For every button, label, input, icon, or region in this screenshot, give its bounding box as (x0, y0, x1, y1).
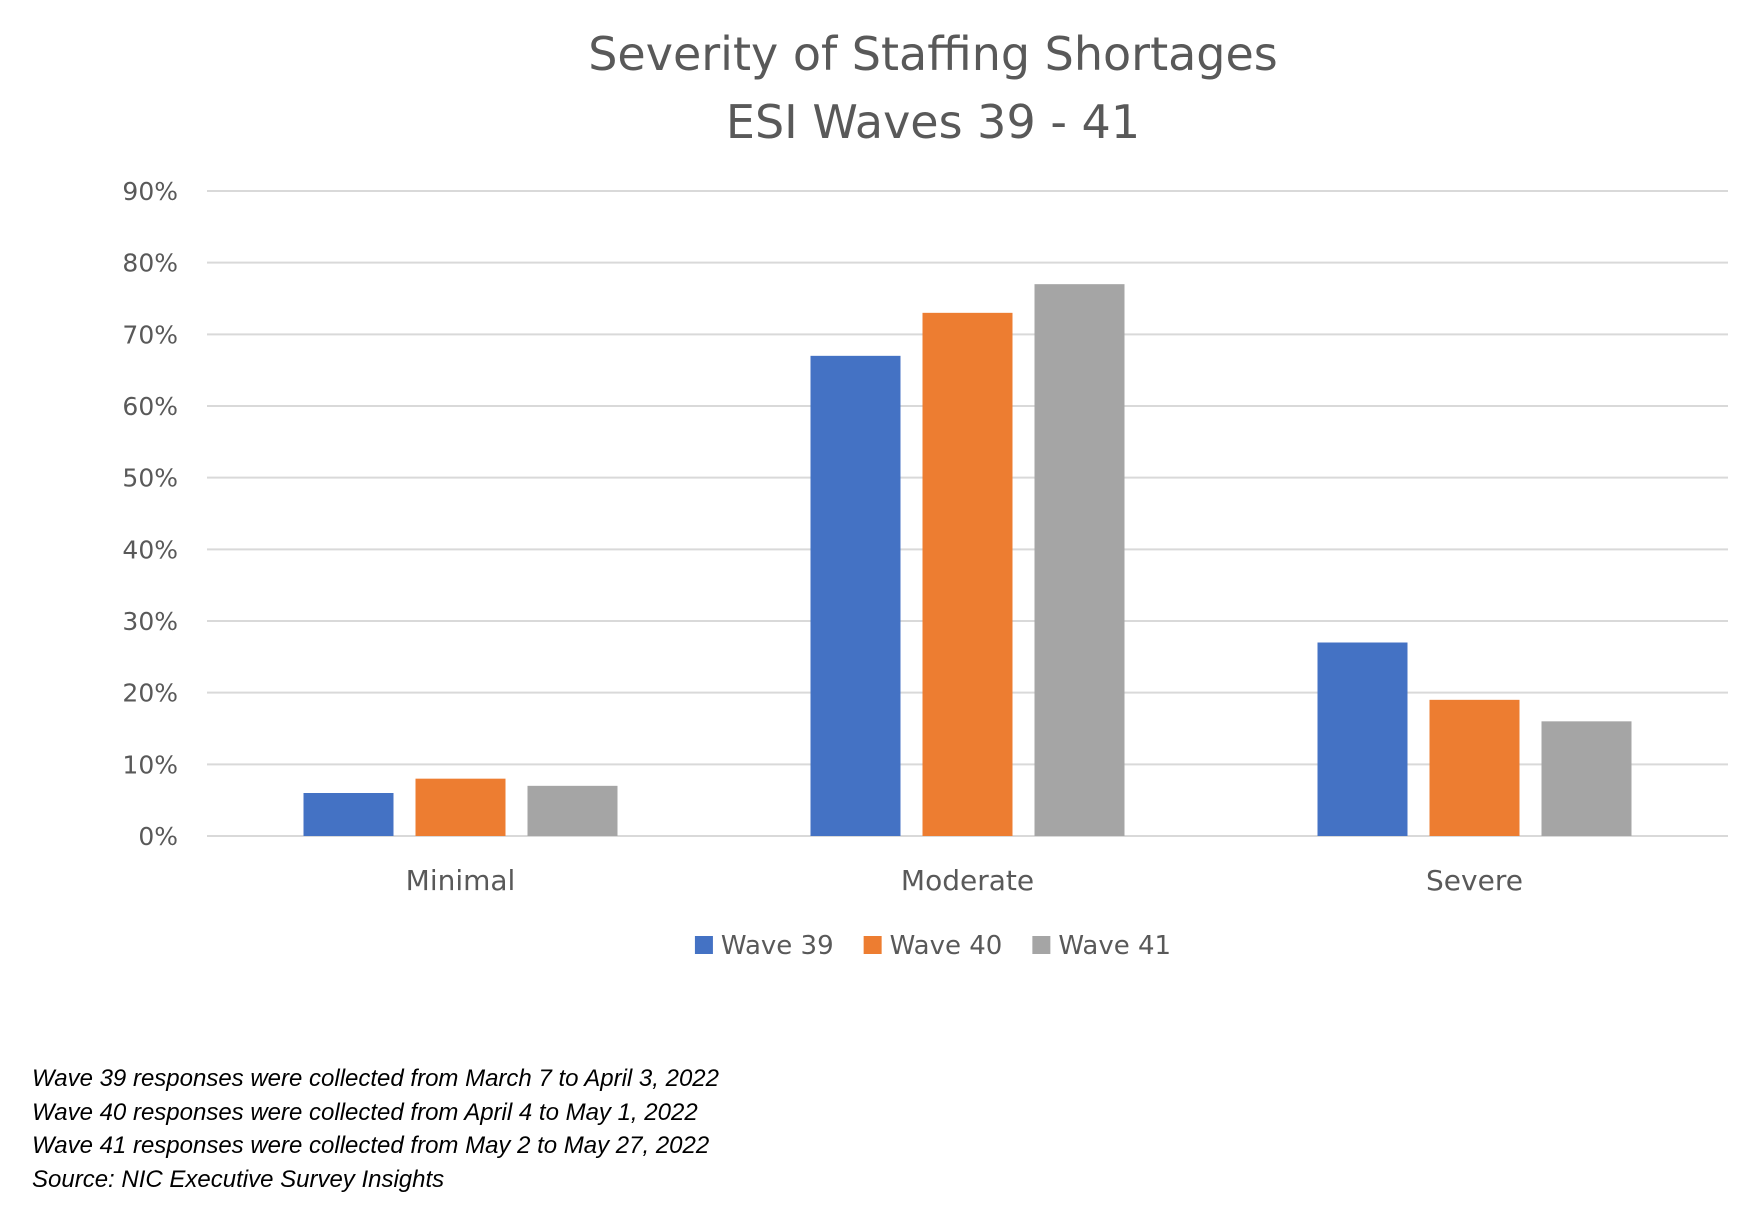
bar-severe-wave-40 (1429, 699, 1520, 836)
y-tick-label: 80% (122, 249, 178, 278)
x-category-label: Minimal (406, 864, 516, 897)
y-axis-tick-labels: 0% 10% 20% 30% 40% 50% 60% 70% 80% 90% (122, 177, 178, 851)
y-tick-label: 30% (122, 607, 178, 636)
footnote-wave-39: Wave 39 responses were collected from Ma… (32, 1065, 719, 1092)
bar-moderate-wave-40 (922, 312, 1013, 836)
y-tick-label: 70% (122, 320, 178, 349)
legend-label: Wave 40 (890, 931, 1003, 961)
bar-moderate-wave-39 (810, 355, 901, 836)
footnote-source: Source: NIC Executive Survey Insights (32, 1165, 445, 1193)
x-axis-category-labels: Minimal Moderate Severe (406, 864, 1523, 897)
y-tick-label: 0% (138, 822, 178, 851)
legend: Wave 39 Wave 40 Wave 41 (694, 931, 1171, 961)
y-tick-label: 50% (122, 464, 178, 493)
bar-moderate-wave-41 (1034, 284, 1125, 837)
legend-label: Wave 39 (721, 931, 834, 961)
legend-swatch-wave-41 (1032, 936, 1051, 954)
bar-minimal-wave-40 (415, 778, 506, 836)
footnote-wave-41: Wave 41 responses were collected from Ma… (32, 1132, 710, 1159)
bar-minimal-wave-41 (527, 785, 618, 836)
footnote-wave-40: Wave 40 responses were collected from Ap… (32, 1098, 698, 1126)
bar-severe-wave-41 (1541, 721, 1632, 836)
bar-minimal-wave-39 (303, 793, 394, 836)
legend-swatch-wave-39 (694, 936, 713, 954)
legend-swatch-wave-40 (863, 936, 882, 954)
y-tick-label: 20% (122, 679, 178, 708)
footnotes: Wave 39 responses were collected from Ma… (32, 1062, 719, 1196)
chart-title: Severity of Staffing Shortages (588, 27, 1278, 81)
bar-severe-wave-39 (1317, 642, 1408, 836)
y-tick-label: 60% (122, 392, 178, 421)
legend-label: Wave 41 (1058, 931, 1171, 961)
y-tick-label: 10% (122, 750, 178, 779)
bars (303, 284, 1632, 837)
y-tick-label: 90% (122, 177, 178, 206)
x-category-label: Severe (1426, 864, 1523, 897)
y-tick-label: 40% (122, 535, 178, 564)
chart-subtitle: ESI Waves 39 - 41 (726, 95, 1140, 149)
x-category-label: Moderate (901, 864, 1034, 897)
